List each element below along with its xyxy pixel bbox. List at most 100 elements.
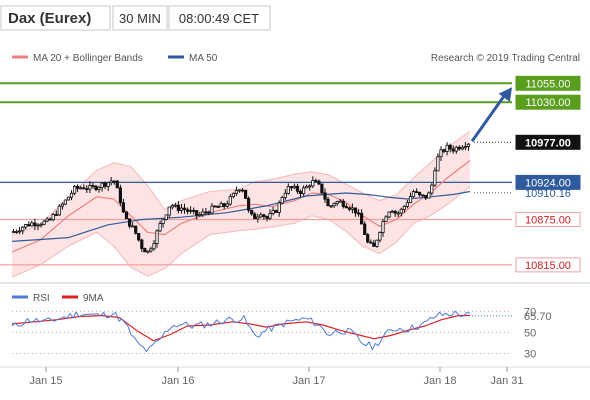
candle: [457, 145, 461, 151]
candle-body: [408, 196, 413, 203]
candle: [411, 189, 416, 198]
candle: [463, 142, 468, 151]
candle: [433, 167, 437, 187]
candle-body: [353, 207, 358, 214]
candle-body: [311, 180, 315, 187]
candle: [21, 225, 25, 235]
candle: [124, 211, 129, 220]
candle: [335, 200, 339, 207]
candle: [359, 209, 364, 225]
candle-body: [118, 187, 122, 204]
candle-body: [106, 182, 110, 187]
price-label-pivot: 10924.00: [515, 174, 581, 190]
x-tick-label: Jan 17: [292, 375, 325, 387]
candle-body: [393, 210, 397, 214]
candle-body: [51, 214, 55, 221]
candle: [225, 200, 229, 208]
candle: [51, 212, 55, 222]
candle: [243, 189, 248, 199]
candle-body: [356, 212, 361, 215]
candle-body: [439, 149, 443, 158]
candle: [289, 186, 294, 191]
candle-body: [30, 222, 34, 227]
candle: [155, 229, 159, 248]
candle-body: [188, 209, 193, 212]
candle: [219, 201, 223, 208]
candle-body: [338, 200, 342, 203]
candle-body: [195, 210, 199, 216]
candle: [363, 221, 367, 236]
candle: [27, 221, 31, 227]
candle: [393, 209, 397, 217]
candle-body: [167, 206, 171, 216]
candle: [250, 209, 254, 216]
candle: [298, 189, 303, 198]
candle-body: [79, 187, 83, 190]
candle: [69, 190, 74, 201]
price-label-text: 10875.00: [525, 215, 571, 227]
rsi-tick-30: 30: [524, 349, 536, 361]
candle: [356, 209, 361, 217]
candle-body: [228, 196, 232, 205]
projection-arrow-head: [498, 87, 512, 102]
candle-body: [384, 216, 388, 222]
candle: [414, 188, 419, 194]
candle-body: [176, 204, 180, 211]
candle-body: [158, 223, 162, 232]
candle: [301, 185, 306, 196]
candle: [280, 195, 284, 205]
price-label-box: [515, 174, 581, 190]
timeframe-label: 30 MIN: [119, 11, 161, 26]
candle: [152, 240, 156, 251]
candle-body: [402, 205, 407, 210]
candle-body: [17, 230, 22, 233]
price-label-last: 10977.00: [515, 134, 581, 150]
candle: [60, 202, 65, 210]
candle: [121, 198, 125, 213]
candle: [408, 192, 413, 204]
candle: [421, 194, 425, 198]
candle: [39, 222, 43, 228]
candle-body: [326, 198, 330, 207]
candle: [344, 203, 348, 209]
candle: [140, 238, 144, 252]
candle: [130, 222, 135, 228]
instrument-box: [0, 5, 111, 31]
candle-body: [127, 218, 132, 227]
candle: [48, 217, 52, 221]
candle: [192, 207, 196, 215]
candle-body: [399, 208, 403, 214]
candle: [127, 218, 132, 229]
candlesticks: [11, 142, 471, 254]
candle: [76, 184, 80, 193]
candle: [11, 229, 16, 234]
candle-body: [378, 231, 382, 241]
candle-body: [124, 211, 129, 220]
candle-body: [280, 197, 284, 204]
candle-body: [94, 185, 98, 191]
candle-body: [207, 211, 211, 214]
candle-body: [192, 209, 196, 212]
candle: [277, 200, 281, 217]
candle-body: [143, 248, 147, 253]
candle: [430, 183, 434, 196]
candle: [207, 210, 211, 216]
candle-body: [308, 185, 312, 188]
candle: [451, 145, 455, 154]
candle-body: [57, 205, 61, 216]
copyright: Research © 2019 Trading Central: [431, 53, 580, 64]
candle: [466, 143, 471, 151]
candle-body: [289, 186, 294, 189]
candle: [106, 182, 110, 191]
legend-bollinger: MA 20 + Bollinger Bands: [33, 53, 143, 64]
candle-body: [146, 250, 150, 253]
candle: [448, 143, 452, 153]
candle-body: [320, 183, 324, 194]
candle-body: [137, 232, 141, 241]
candle-body: [103, 182, 107, 187]
candle: [381, 219, 385, 237]
candle: [460, 145, 465, 151]
candle: [436, 153, 440, 172]
candle-body: [301, 187, 306, 195]
